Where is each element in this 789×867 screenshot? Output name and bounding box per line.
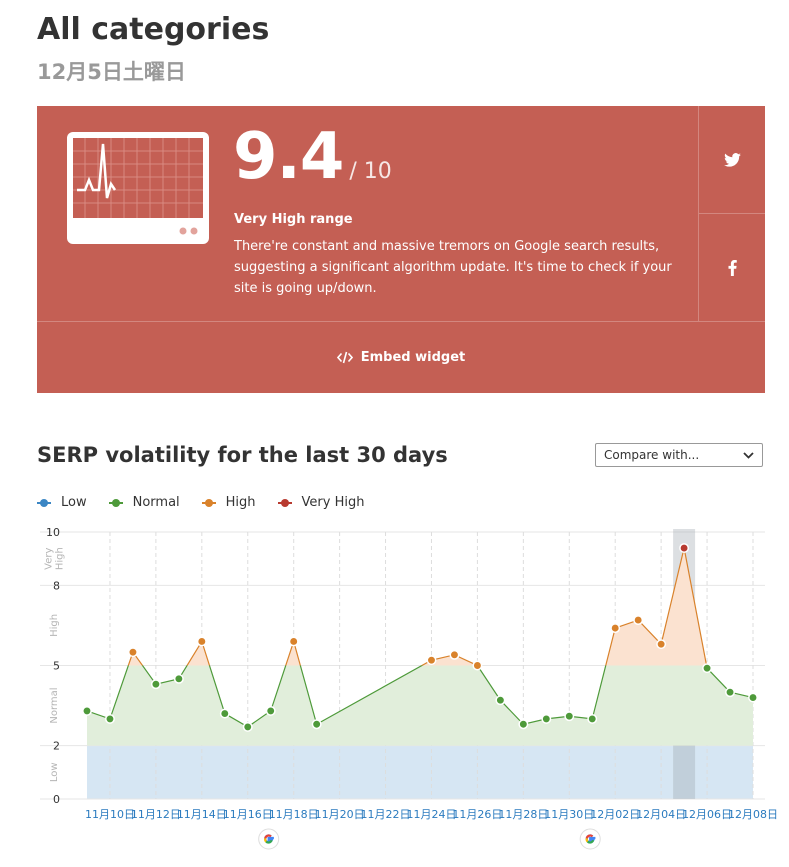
data-point xyxy=(541,713,552,724)
x-tick-label: 11月30日 xyxy=(544,808,594,821)
twitter-icon xyxy=(723,152,741,167)
data-point xyxy=(656,639,667,650)
score-value: 9.4 xyxy=(233,120,344,194)
legend-item-low[interactable]: Low xyxy=(37,495,87,510)
data-point xyxy=(472,660,483,671)
x-tick-label: 11月16日 xyxy=(223,808,273,821)
google-update-icon xyxy=(579,828,601,850)
x-tick-label: 12月04日 xyxy=(636,808,686,821)
band-label-group: Low xyxy=(49,762,60,782)
data-point xyxy=(564,711,575,722)
data-point xyxy=(127,647,138,658)
data-point xyxy=(633,615,644,626)
legend-item-high[interactable]: High xyxy=(201,495,256,510)
facebook-share-button[interactable] xyxy=(699,214,765,321)
data-point xyxy=(748,692,758,703)
data-point xyxy=(702,663,713,674)
data-point xyxy=(311,719,322,730)
y-tick-label: 8 xyxy=(53,579,60,592)
x-tick-label: 12月06日 xyxy=(682,808,732,821)
data-point xyxy=(242,721,253,732)
embed-widget-button[interactable]: Embed widget xyxy=(37,322,765,393)
band-label: High xyxy=(55,547,66,570)
low-band xyxy=(87,745,753,799)
data-point xyxy=(725,687,735,698)
x-tick-label: 11月22日 xyxy=(361,808,411,821)
band-label-group: Very High xyxy=(44,547,66,570)
code-icon xyxy=(336,351,353,364)
x-tick-label: 12月02日 xyxy=(590,808,640,821)
data-point xyxy=(82,705,92,716)
data-point xyxy=(196,636,207,647)
compare-with-value: Compare with... xyxy=(604,448,700,462)
data-point xyxy=(288,636,299,647)
data-point xyxy=(587,713,598,724)
google-update-icon xyxy=(258,828,280,850)
data-point xyxy=(265,705,276,716)
twitter-share-button[interactable] xyxy=(699,106,765,214)
band-label: Very xyxy=(44,547,55,569)
y-tick-label: 0 xyxy=(53,793,60,806)
y-tick-label: 10 xyxy=(46,526,60,539)
range-description: There're constant and massive tremors on… xyxy=(234,239,672,296)
legend-low-marker-icon xyxy=(37,496,51,510)
data-point xyxy=(426,655,437,666)
chevron-down-icon xyxy=(743,451,754,459)
social-share xyxy=(698,106,765,321)
score-card-main: 9.4 / 10 Very High range There're consta… xyxy=(37,106,698,321)
data-point xyxy=(518,719,529,730)
y-tick-label: 5 xyxy=(53,660,60,673)
legend-low-label: Low xyxy=(61,495,87,510)
x-tick-label: 12月08日 xyxy=(728,808,778,821)
series-line-normal xyxy=(86,665,754,728)
legend-normal-label: Normal xyxy=(132,495,180,510)
data-point xyxy=(495,695,506,706)
compare-with-select[interactable]: Compare with... xyxy=(595,443,763,467)
score-max: / 10 xyxy=(349,159,392,184)
page-title: All categories xyxy=(37,12,270,47)
data-point xyxy=(173,673,184,684)
band-label: High xyxy=(49,614,60,637)
data-point xyxy=(449,649,460,660)
x-tick-label: 11月26日 xyxy=(452,808,502,821)
legend-item-very-high[interactable]: Very High xyxy=(277,495,365,510)
legend-item-normal[interactable]: Normal xyxy=(108,495,180,510)
x-tick-label: 11月24日 xyxy=(406,808,456,821)
x-tick-label: 11月14日 xyxy=(177,808,227,821)
series-line-high xyxy=(127,547,708,666)
volatility-section-title: SERP volatility for the last 30 days xyxy=(37,443,448,467)
x-tick-label: 11月20日 xyxy=(315,808,365,821)
high-area xyxy=(128,548,707,666)
legend-high-marker-icon xyxy=(201,496,216,510)
data-point xyxy=(610,623,621,634)
x-tick-label: 11月10日 xyxy=(85,808,135,821)
band-label-group: Normal xyxy=(49,687,60,723)
data-point xyxy=(105,713,115,724)
legend-high-label: High xyxy=(225,495,256,510)
volatility-score: 9.4 / 10 xyxy=(233,120,392,194)
chart-legend: Low Normal High Very High xyxy=(37,495,386,510)
range-label: Very High range xyxy=(234,212,353,227)
data-point xyxy=(150,679,161,690)
band-label-group: High xyxy=(49,614,60,637)
page-date: 12月5日土曜日 xyxy=(37,60,186,84)
data-point xyxy=(219,708,230,719)
x-tick-label: 11月12日 xyxy=(131,808,181,821)
x-tick-label: 11月18日 xyxy=(269,808,319,821)
legend-very-high-marker-icon xyxy=(277,496,292,510)
embed-widget-label: Embed widget xyxy=(360,350,466,365)
score-card: 9.4 / 10 Very High range There're consta… xyxy=(37,106,765,393)
legend-very-high-label: Very High xyxy=(301,495,365,510)
normal-area xyxy=(87,665,753,746)
data-point xyxy=(679,543,690,553)
seismograph-monitor-icon xyxy=(67,132,209,244)
band-label: Normal xyxy=(49,687,60,723)
band-label: Low xyxy=(49,762,60,782)
y-tick-label: 2 xyxy=(53,740,60,753)
card-divider xyxy=(37,321,765,322)
facebook-icon xyxy=(728,259,737,276)
x-tick-label: 11月28日 xyxy=(498,808,548,821)
legend-normal-marker-icon xyxy=(108,496,123,510)
